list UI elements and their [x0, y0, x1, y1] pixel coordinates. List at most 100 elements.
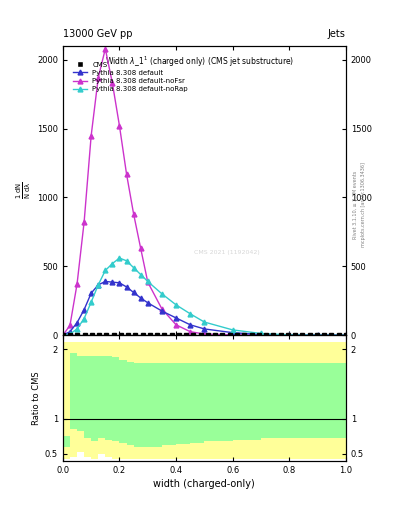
Pythia 8.308 default-noRap	[61, 332, 65, 338]
Pythia 8.308 default-noFsr	[82, 219, 86, 225]
Pythia 8.308 default	[138, 295, 143, 301]
Pythia 8.308 default-noFsr	[315, 332, 320, 338]
Text: Jets: Jets	[328, 29, 346, 39]
CMS	[169, 332, 174, 338]
Pythia 8.308 default	[61, 332, 65, 338]
CMS	[198, 332, 203, 338]
Pythia 8.308 default-noRap	[188, 311, 193, 317]
CMS	[82, 332, 87, 338]
CMS	[75, 332, 80, 338]
CMS	[126, 332, 130, 338]
Pythia 8.308 default	[188, 322, 193, 328]
Pythia 8.308 default	[131, 289, 136, 295]
CMS	[343, 332, 348, 338]
CMS	[68, 332, 72, 338]
X-axis label: width (charged-only): width (charged-only)	[154, 479, 255, 489]
Pythia 8.308 default	[68, 329, 72, 335]
CMS	[155, 332, 160, 338]
Pythia 8.308 default-noRap	[110, 261, 115, 267]
Text: Rivet 3.1.10, ≥ 2.7M events: Rivet 3.1.10, ≥ 2.7M events	[353, 170, 358, 239]
CMS	[285, 332, 290, 338]
CMS	[271, 332, 275, 338]
Pythia 8.308 default-noRap	[160, 291, 164, 297]
Pythia 8.308 default-noFsr	[75, 281, 79, 287]
Line: Pythia 8.308 default-noRap: Pythia 8.308 default-noRap	[61, 255, 348, 337]
CMS	[176, 332, 181, 338]
Pythia 8.308 default-noRap	[145, 279, 150, 285]
Pythia 8.308 default-noRap	[259, 330, 263, 336]
Pythia 8.308 default-noRap	[68, 331, 72, 337]
CMS	[314, 332, 319, 338]
CMS	[97, 332, 101, 338]
Pythia 8.308 default-noRap	[343, 332, 348, 338]
Pythia 8.308 default-noFsr	[287, 332, 292, 338]
Y-axis label: Ratio to CMS: Ratio to CMS	[32, 371, 41, 425]
Pythia 8.308 default-noRap	[117, 255, 122, 261]
Pythia 8.308 default	[89, 290, 94, 296]
Pythia 8.308 default-noRap	[202, 319, 207, 325]
Pythia 8.308 default-noFsr	[174, 322, 178, 328]
Line: CMS: CMS	[61, 333, 348, 337]
CMS	[119, 332, 123, 338]
Pythia 8.308 default	[230, 330, 235, 336]
CMS	[307, 332, 312, 338]
Text: Width $\lambda\_1^1$ (charged only) (CMS jet substructure): Width $\lambda\_1^1$ (charged only) (CMS…	[105, 55, 295, 69]
Pythia 8.308 default-noFsr	[117, 123, 122, 129]
Y-axis label: $\mathrm{\frac{1}{N}\frac{dN}{d\lambda}}$: $\mathrm{\frac{1}{N}\frac{dN}{d\lambda}}…	[15, 182, 33, 200]
Pythia 8.308 default-noRap	[96, 282, 101, 288]
CMS	[61, 332, 65, 338]
CMS	[264, 332, 268, 338]
Pythia 8.308 default-noFsr	[160, 306, 164, 312]
Pythia 8.308 default	[259, 331, 263, 337]
CMS	[256, 332, 261, 338]
Pythia 8.308 default	[202, 326, 207, 332]
CMS	[300, 332, 305, 338]
Pythia 8.308 default	[96, 282, 101, 288]
Pythia 8.308 default-noFsr	[61, 332, 65, 338]
Line: Pythia 8.308 default-noFsr: Pythia 8.308 default-noFsr	[61, 47, 348, 337]
CMS	[148, 332, 152, 338]
Pythia 8.308 default-noFsr	[103, 46, 108, 52]
Pythia 8.308 default-noRap	[124, 258, 129, 264]
Pythia 8.308 default	[315, 332, 320, 338]
CMS	[249, 332, 254, 338]
Pythia 8.308 default-noRap	[89, 299, 94, 305]
Pythia 8.308 default-noFsr	[89, 133, 94, 139]
Pythia 8.308 default-noFsr	[110, 80, 115, 87]
CMS	[235, 332, 239, 338]
Pythia 8.308 default-noFsr	[188, 329, 193, 335]
CMS	[90, 332, 94, 338]
CMS	[220, 332, 225, 338]
Pythia 8.308 default	[287, 332, 292, 338]
Pythia 8.308 default-noRap	[174, 302, 178, 308]
Pythia 8.308 default-noFsr	[124, 171, 129, 177]
CMS	[104, 332, 109, 338]
CMS	[162, 332, 167, 338]
Pythia 8.308 default	[343, 332, 348, 338]
Pythia 8.308 default	[145, 300, 150, 306]
Pythia 8.308 default-noRap	[75, 326, 79, 332]
Pythia 8.308 default-noRap	[138, 271, 143, 278]
Pythia 8.308 default-noRap	[287, 332, 292, 338]
CMS	[111, 332, 116, 338]
CMS	[184, 332, 189, 338]
Pythia 8.308 default-noFsr	[230, 332, 235, 338]
Legend: CMS, Pythia 8.308 default, Pythia 8.308 default-noFsr, Pythia 8.308 default-noRa: CMS, Pythia 8.308 default, Pythia 8.308 …	[70, 59, 191, 95]
Pythia 8.308 default	[174, 315, 178, 321]
Line: Pythia 8.308 default: Pythia 8.308 default	[61, 279, 348, 337]
Pythia 8.308 default-noFsr	[138, 245, 143, 251]
Pythia 8.308 default	[117, 280, 122, 286]
CMS	[206, 332, 210, 338]
Pythia 8.308 default-noRap	[131, 265, 136, 271]
CMS	[213, 332, 218, 338]
Pythia 8.308 default	[75, 319, 79, 326]
Pythia 8.308 default-noFsr	[259, 332, 263, 338]
CMS	[322, 332, 327, 338]
CMS	[133, 332, 138, 338]
CMS	[293, 332, 298, 338]
Pythia 8.308 default	[110, 279, 115, 285]
Text: 13000 GeV pp: 13000 GeV pp	[63, 29, 132, 39]
Text: mcplots.cern.ch [arXiv:1306.3436]: mcplots.cern.ch [arXiv:1306.3436]	[361, 162, 366, 247]
Text: CMS 2021 (1192042): CMS 2021 (1192042)	[194, 250, 260, 255]
Pythia 8.308 default-noRap	[315, 332, 320, 338]
